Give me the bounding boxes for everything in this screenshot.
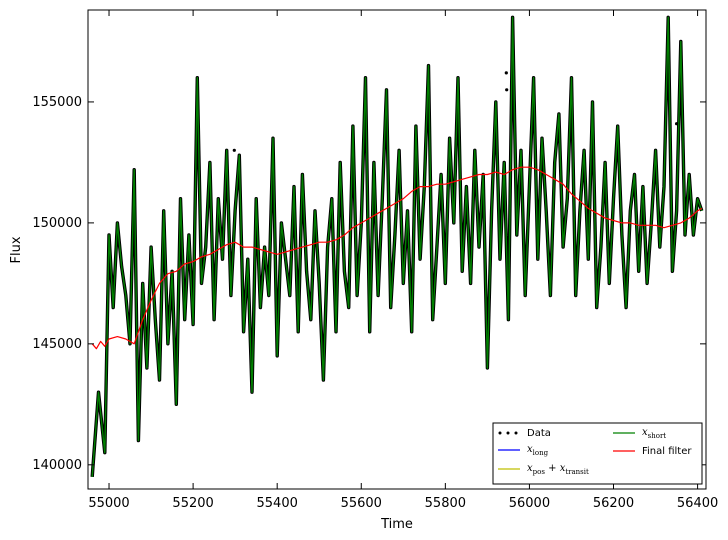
legend-entry-final-filter: Final filter: [613, 446, 692, 457]
legend: Data xlong xpos + xtransit xshort Final …: [492, 422, 703, 485]
data-point: [504, 71, 508, 75]
y-axis-title: Flux: [9, 236, 24, 263]
y-tick-label: 155000: [32, 95, 82, 110]
data-point: [505, 88, 509, 92]
legend-label-final-filter: Final filter: [642, 446, 692, 457]
x-tick-label: 56200: [593, 496, 634, 511]
x-tick-label: 55400: [257, 496, 298, 511]
data-point: [232, 148, 236, 152]
x-tick-label: 55800: [425, 496, 466, 511]
plot-frame: [87, 9, 707, 490]
x-axis-title: Time: [380, 517, 413, 532]
x-tick-label: 56000: [509, 496, 550, 511]
legend-box: [492, 422, 703, 485]
legend-label-data: Data: [527, 428, 551, 439]
y-tick-label: 140000: [32, 458, 82, 473]
x-tick-label: 56400: [677, 496, 718, 511]
x-tick-label: 55000: [88, 496, 129, 511]
series-line-x-short: [91, 16, 703, 477]
data-point: [675, 122, 679, 126]
x-tick-label: 55200: [172, 496, 213, 511]
y-tick-label: 150000: [32, 216, 82, 231]
series-line-final-filter: [91, 166, 703, 350]
legend-entry-data: Data: [498, 428, 551, 439]
x-tick-label: 55600: [341, 496, 382, 511]
y-tick-label: 145000: [32, 337, 82, 352]
